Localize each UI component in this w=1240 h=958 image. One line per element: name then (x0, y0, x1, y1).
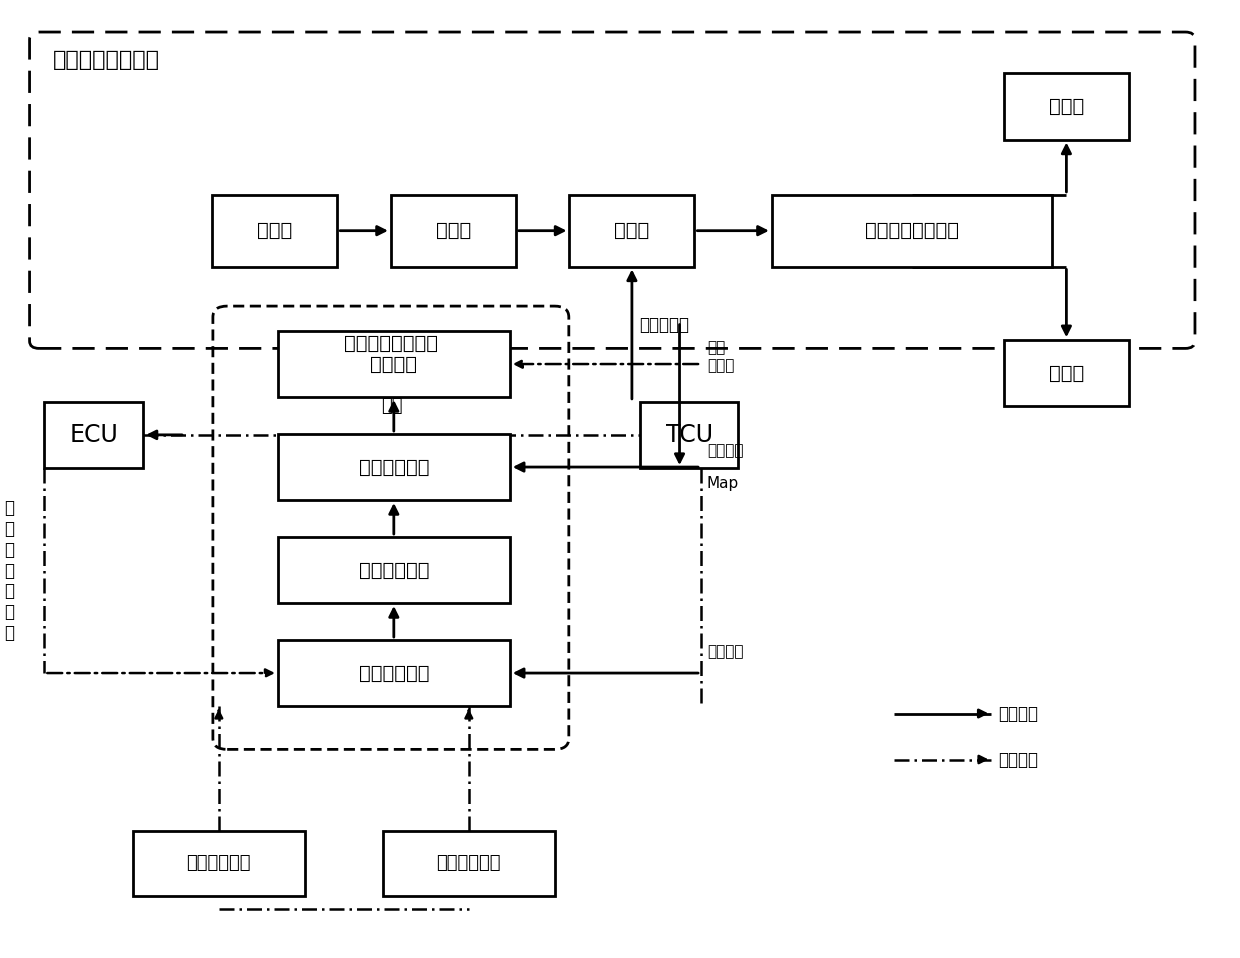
Text: 驱动轮: 驱动轮 (1049, 364, 1084, 383)
Bar (1004, 74, 1128, 140)
Text: 主减速器及差速器: 主减速器及差速器 (864, 221, 959, 240)
Text: 传统动力传统系统: 传统动力传统系统 (53, 51, 160, 71)
Bar (278, 331, 510, 398)
Bar (278, 536, 510, 604)
Text: 当前挡位: 当前挡位 (707, 645, 744, 659)
Bar (640, 401, 739, 468)
Text: TCU: TCU (666, 422, 713, 446)
Bar (133, 832, 305, 896)
Text: Map: Map (707, 476, 739, 491)
Text: 换挡模式选择: 换挡模式选择 (358, 458, 429, 476)
Bar (212, 194, 337, 266)
Text: 离合器: 离合器 (435, 221, 471, 240)
Text: 电气连接: 电气连接 (998, 750, 1039, 768)
Bar (382, 832, 556, 896)
Text: 预测
换挡点: 预测 换挡点 (707, 340, 734, 373)
Text: 整车相关参数: 整车相关参数 (186, 855, 250, 873)
Text: 最佳换挡点: 最佳换挡点 (639, 316, 689, 334)
Text: 基本换挡: 基本换挡 (707, 443, 744, 458)
Bar (569, 194, 694, 266)
Bar (391, 194, 516, 266)
Text: 换挡点预测控制器: 换挡点预测控制器 (343, 333, 438, 353)
Bar (278, 640, 510, 706)
Text: ECU: ECU (69, 422, 118, 446)
Text: 发动机: 发动机 (257, 221, 293, 240)
Text: 驱动轮: 驱动轮 (1049, 97, 1084, 116)
Bar (1004, 340, 1128, 406)
Text: 车载导航系统: 车载导航系统 (436, 855, 501, 873)
Text: 发
动
机
输
出
特
性: 发 动 机 输 出 特 性 (4, 499, 14, 642)
Text: 机械连接: 机械连接 (998, 704, 1039, 722)
Text: 输入信号处理: 输入信号处理 (358, 664, 429, 682)
Bar (45, 401, 144, 468)
Text: 通信: 通信 (381, 397, 402, 415)
Text: 车辆状态预测: 车辆状态预测 (358, 560, 429, 580)
Bar (278, 434, 510, 500)
Bar (771, 194, 1052, 266)
Text: 安全监测: 安全监测 (371, 354, 418, 374)
Text: 变速器: 变速器 (614, 221, 650, 240)
